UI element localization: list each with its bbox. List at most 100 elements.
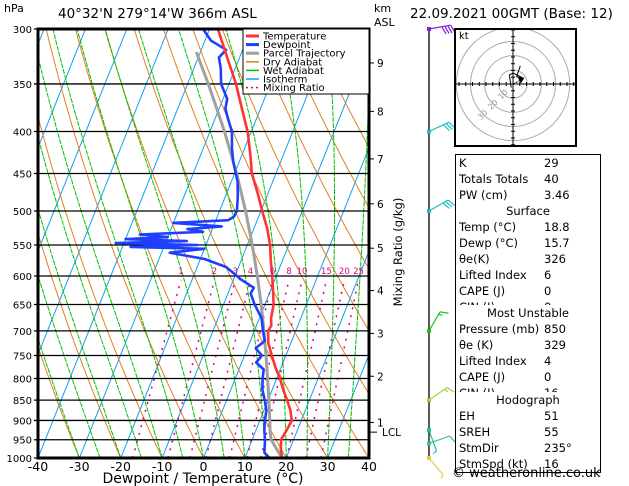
storm-motion-arrowhead [517, 77, 524, 84]
wind-barb-shaft [428, 386, 448, 401]
hodograph-stat-row: StmSpd (kt) 16 [456, 456, 600, 472]
index-label: Totals Totals [459, 172, 529, 186]
wind-barb-shaft [428, 199, 449, 212]
wind-barb-shaft [428, 121, 450, 133]
surface-label: CAPE (J) [459, 284, 506, 298]
km-tick-label: 4 [377, 286, 384, 298]
asl-label: ASL [374, 16, 395, 29]
surface-value: 326 [544, 252, 566, 266]
temperature-curve [216, 29, 294, 458]
wind-barb [427, 386, 455, 403]
index-row: K 29 [456, 155, 600, 171]
surface-row: CAPE (J) 0 [456, 283, 600, 299]
legend-entry: Mixing Ratio [263, 83, 325, 94]
km-axis: 1 2 3 4 5 6 7 8 9 LCL [369, 58, 401, 439]
wind-barb-flag [447, 199, 456, 206]
pressure-tick-label: 300 [13, 25, 32, 36]
km-tick-label: 1 [377, 417, 384, 429]
temperature-tick-label: -10 [152, 459, 172, 474]
isotherm-line [0, 29, 3, 458]
most-unstable-value: 850 [544, 322, 566, 336]
dry-adiabat-line [280, 29, 369, 209]
hodograph-stat-row: StmDir 235° [456, 440, 600, 456]
mixing-ratio-label: 20 [339, 267, 350, 277]
mixing-ratio-label: 3 [232, 267, 237, 277]
surface-row: Temp (°C) 18.8 [456, 219, 600, 235]
pressure-tick-label: 350 [13, 80, 32, 91]
pressure-tick-label: 1000 [7, 454, 32, 465]
lcl-label: LCL [382, 427, 401, 439]
index-row: PW (cm) 3.46 [456, 187, 600, 203]
sounding-curves [114, 29, 294, 458]
hodograph-stat-label: StmSpd (kt) [459, 457, 528, 471]
mixing-ratio-line [189, 279, 236, 458]
surface-row: θe(K) 326 [456, 251, 600, 267]
wind-barb-flag [442, 202, 450, 209]
index-value: 29 [544, 156, 559, 170]
wind-barb [427, 24, 456, 35]
pressure-unit-label: hPa [4, 2, 24, 15]
most-unstable-row: Pressure (mb) 850 [456, 321, 600, 337]
most-unstable-value: 4 [544, 354, 552, 368]
pressure-gridlines [34, 28, 369, 459]
temperature-tick-label: -30 [69, 459, 89, 474]
mixing-ratio-line [131, 279, 182, 458]
wind-barb-half-flag [432, 450, 437, 455]
temperature-tick-label: 30 [320, 459, 336, 474]
dewpoint-curve [114, 29, 271, 458]
mixing-ratio-axis-title: Mixing Ratio (g/kg) [391, 198, 405, 307]
index-label: PW (cm) [459, 188, 508, 202]
pressure-tick-label: 400 [13, 128, 32, 139]
pressure-tick-label: 600 [13, 272, 32, 283]
isotherm-line [38, 29, 169, 356]
mixing-ratio-label: 1 [178, 267, 183, 277]
hodograph-trace [508, 65, 525, 88]
surface-title: Surface [506, 204, 550, 218]
mixing-ratio-line [228, 279, 274, 458]
surface-value: 15.7 [544, 236, 570, 250]
legend-entry: Dewpoint [263, 40, 311, 51]
wind-barb-flag [439, 311, 449, 314]
pressure-tick-label: 650 [13, 301, 32, 312]
index-label: K [459, 156, 467, 170]
wind-barb [427, 311, 449, 333]
wet-adiabat-line [138, 29, 246, 458]
mixing-ratio-label: 6 [270, 267, 275, 277]
km-tick-label: 6 [377, 199, 384, 211]
mixing-ratio-labels: 1 2 3 4 6 8 10 15 20 25 [178, 267, 364, 277]
pressure-tick-label: 500 [13, 207, 32, 218]
isotherm-line [203, 42, 369, 458]
x-axis-title: Dewpoint / Temperature (°C) [103, 471, 304, 486]
most-unstable-title: Most Unstable [487, 306, 569, 320]
hodograph-stat-value: 16 [544, 457, 559, 471]
wind-barb-flag [444, 25, 450, 34]
most-unstable-row: CAPE (J) 0 [456, 369, 600, 385]
wind-barb-half-flag [438, 313, 443, 316]
most-unstable-label: CAPE (J) [459, 370, 506, 384]
hodograph-stat-row: SREH 55 [456, 424, 600, 440]
most-unstable-label: Lifted Index [459, 354, 527, 368]
most-unstable-value: 0 [544, 370, 552, 384]
isotherm-line [161, 29, 335, 458]
hodograph-stat-row: EH 51 [456, 408, 600, 424]
km-tick-label: 8 [377, 106, 384, 118]
temperature-tick-label: 10 [237, 459, 253, 474]
most-unstable-value: 329 [544, 338, 566, 352]
hodograph-table: Hodograph EH 51 SREH 55 StmDir 235° StmSpd (kt… [455, 392, 601, 473]
surface-row: Dewp (°C) 15.7 [456, 235, 600, 251]
wind-barb-flag [441, 26, 447, 35]
plot-frame [36, 27, 371, 460]
pressure-tick-label: 700 [13, 327, 32, 338]
temperature-tick-label: -20 [111, 459, 131, 474]
hodograph-stat-value: 55 [544, 425, 559, 439]
wind-barb-shaft [428, 457, 444, 476]
surface-value: 0 [544, 284, 552, 298]
wind-barb [427, 428, 438, 455]
copyright-footer: © weatheronline.co.uk [452, 466, 601, 481]
index-row: Totals Totals 40 [456, 171, 600, 187]
wind-barbs [427, 24, 456, 479]
